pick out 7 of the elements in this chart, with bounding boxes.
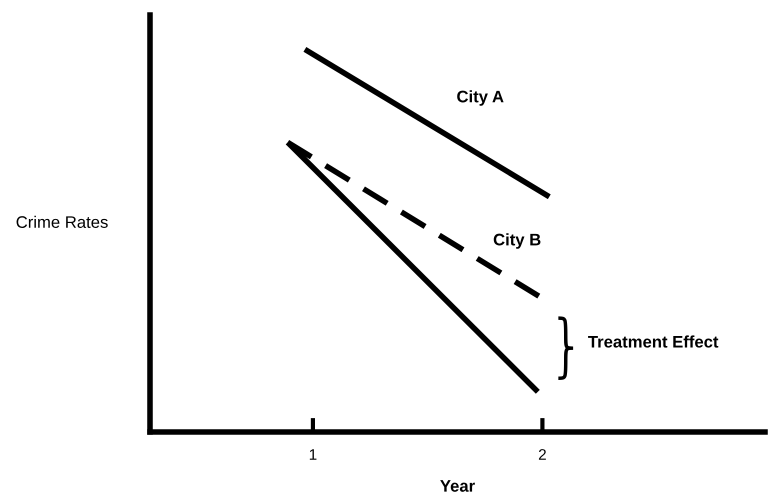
x-tick-label: 1 xyxy=(310,449,316,460)
annotation: Treatment Effect xyxy=(588,335,718,348)
annotation: City B xyxy=(494,233,540,249)
y-axis-title: Crime Rates xyxy=(16,216,108,228)
annotation: City A xyxy=(457,90,504,106)
x-tick-label: 2 xyxy=(538,449,546,460)
x-axis-title: Year xyxy=(440,480,475,492)
